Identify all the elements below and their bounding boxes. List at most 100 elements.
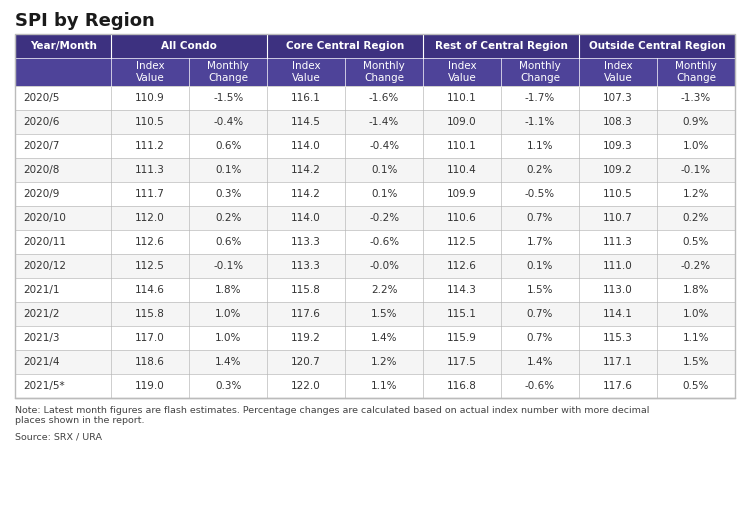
Text: 112.6: 112.6: [135, 237, 165, 247]
Bar: [15, 110, 735, 134]
Text: Index
Value: Index Value: [292, 61, 320, 83]
Text: 110.9: 110.9: [135, 93, 165, 103]
Text: -1.5%: -1.5%: [213, 93, 243, 103]
Text: 1.5%: 1.5%: [526, 285, 554, 295]
Text: 0.7%: 0.7%: [526, 213, 554, 223]
Text: 2020/10: 2020/10: [23, 213, 66, 223]
Text: 0.2%: 0.2%: [215, 213, 242, 223]
Text: 109.0: 109.0: [447, 117, 477, 127]
Text: 120.7: 120.7: [291, 357, 321, 367]
Text: 1.0%: 1.0%: [215, 333, 242, 343]
Bar: [15, 254, 735, 278]
Text: 115.1: 115.1: [447, 309, 477, 319]
Text: 1.4%: 1.4%: [370, 333, 398, 343]
Text: 109.9: 109.9: [447, 189, 477, 199]
Bar: [15, 34, 735, 398]
Text: 1.4%: 1.4%: [215, 357, 242, 367]
Text: 112.5: 112.5: [135, 261, 165, 271]
Text: -1.6%: -1.6%: [369, 93, 399, 103]
Text: 1.0%: 1.0%: [682, 309, 709, 319]
Text: 110.1: 110.1: [447, 93, 477, 103]
Text: 114.2: 114.2: [291, 189, 321, 199]
Text: 110.6: 110.6: [447, 213, 477, 223]
Text: 119.2: 119.2: [291, 333, 321, 343]
Text: 1.1%: 1.1%: [370, 381, 398, 391]
Text: 2020/8: 2020/8: [23, 165, 59, 175]
Text: 1.4%: 1.4%: [526, 357, 554, 367]
Text: 113.3: 113.3: [291, 237, 321, 247]
Text: 2021/4: 2021/4: [23, 357, 59, 367]
Text: 2.2%: 2.2%: [370, 285, 398, 295]
Text: 0.7%: 0.7%: [526, 309, 554, 319]
Text: 115.3: 115.3: [603, 333, 633, 343]
Text: 114.0: 114.0: [291, 141, 321, 151]
Text: 114.5: 114.5: [291, 117, 321, 127]
Text: 2020/11: 2020/11: [23, 237, 66, 247]
Text: -0.4%: -0.4%: [213, 117, 243, 127]
Text: 109.3: 109.3: [603, 141, 633, 151]
Text: 118.6: 118.6: [135, 357, 165, 367]
Text: 117.6: 117.6: [291, 309, 321, 319]
Text: 0.1%: 0.1%: [215, 165, 242, 175]
Text: -0.0%: -0.0%: [369, 261, 399, 271]
Text: 2021/5*: 2021/5*: [23, 381, 64, 391]
Text: 114.0: 114.0: [291, 213, 321, 223]
Bar: [15, 350, 735, 374]
Text: -1.7%: -1.7%: [525, 93, 555, 103]
Text: 2021/2: 2021/2: [23, 309, 59, 319]
Text: Index
Value: Index Value: [136, 61, 164, 83]
Text: 113.3: 113.3: [291, 261, 321, 271]
Text: 115.8: 115.8: [135, 309, 165, 319]
Text: 108.3: 108.3: [603, 117, 633, 127]
Text: Source: SRX / URA: Source: SRX / URA: [15, 432, 102, 441]
Text: 110.5: 110.5: [603, 189, 633, 199]
Text: 0.3%: 0.3%: [215, 381, 242, 391]
Text: 114.1: 114.1: [603, 309, 633, 319]
Text: 0.2%: 0.2%: [526, 165, 554, 175]
Text: 0.6%: 0.6%: [215, 237, 242, 247]
Text: 114.2: 114.2: [291, 165, 321, 175]
Text: 117.6: 117.6: [603, 381, 633, 391]
Text: -0.6%: -0.6%: [369, 237, 399, 247]
Text: 0.9%: 0.9%: [682, 117, 709, 127]
Bar: [15, 278, 735, 302]
Text: Monthly
Change: Monthly Change: [519, 61, 561, 83]
Text: 115.9: 115.9: [447, 333, 477, 343]
Text: 111.0: 111.0: [603, 261, 633, 271]
Text: -1.3%: -1.3%: [681, 93, 711, 103]
Bar: [15, 326, 735, 350]
Text: 0.1%: 0.1%: [371, 165, 398, 175]
Text: 116.8: 116.8: [447, 381, 477, 391]
Text: 0.5%: 0.5%: [682, 237, 709, 247]
Text: 115.8: 115.8: [291, 285, 321, 295]
Bar: [15, 182, 735, 206]
Text: 1.1%: 1.1%: [682, 333, 709, 343]
Text: 1.2%: 1.2%: [370, 357, 398, 367]
Text: 113.0: 113.0: [603, 285, 633, 295]
Text: Monthly
Change: Monthly Change: [207, 61, 249, 83]
Text: 1.7%: 1.7%: [526, 237, 554, 247]
Text: 117.1: 117.1: [603, 357, 633, 367]
Text: 1.1%: 1.1%: [526, 141, 554, 151]
Text: 117.0: 117.0: [135, 333, 165, 343]
Bar: [15, 34, 735, 58]
Text: 119.0: 119.0: [135, 381, 165, 391]
Text: 0.6%: 0.6%: [215, 141, 242, 151]
Text: 2021/3: 2021/3: [23, 333, 59, 343]
Text: 114.3: 114.3: [447, 285, 477, 295]
Text: 111.2: 111.2: [135, 141, 165, 151]
Text: 0.1%: 0.1%: [526, 261, 554, 271]
Text: -0.4%: -0.4%: [369, 141, 399, 151]
Text: 110.4: 110.4: [447, 165, 477, 175]
Text: 112.5: 112.5: [447, 237, 477, 247]
Text: All Condo: All Condo: [161, 41, 217, 51]
Text: -0.6%: -0.6%: [525, 381, 555, 391]
Text: 0.5%: 0.5%: [682, 381, 709, 391]
Text: 111.3: 111.3: [603, 237, 633, 247]
Text: 1.8%: 1.8%: [215, 285, 242, 295]
Text: -0.1%: -0.1%: [213, 261, 243, 271]
Text: 112.0: 112.0: [135, 213, 165, 223]
Text: 2020/6: 2020/6: [23, 117, 59, 127]
Text: -0.2%: -0.2%: [369, 213, 399, 223]
Text: 110.5: 110.5: [135, 117, 165, 127]
